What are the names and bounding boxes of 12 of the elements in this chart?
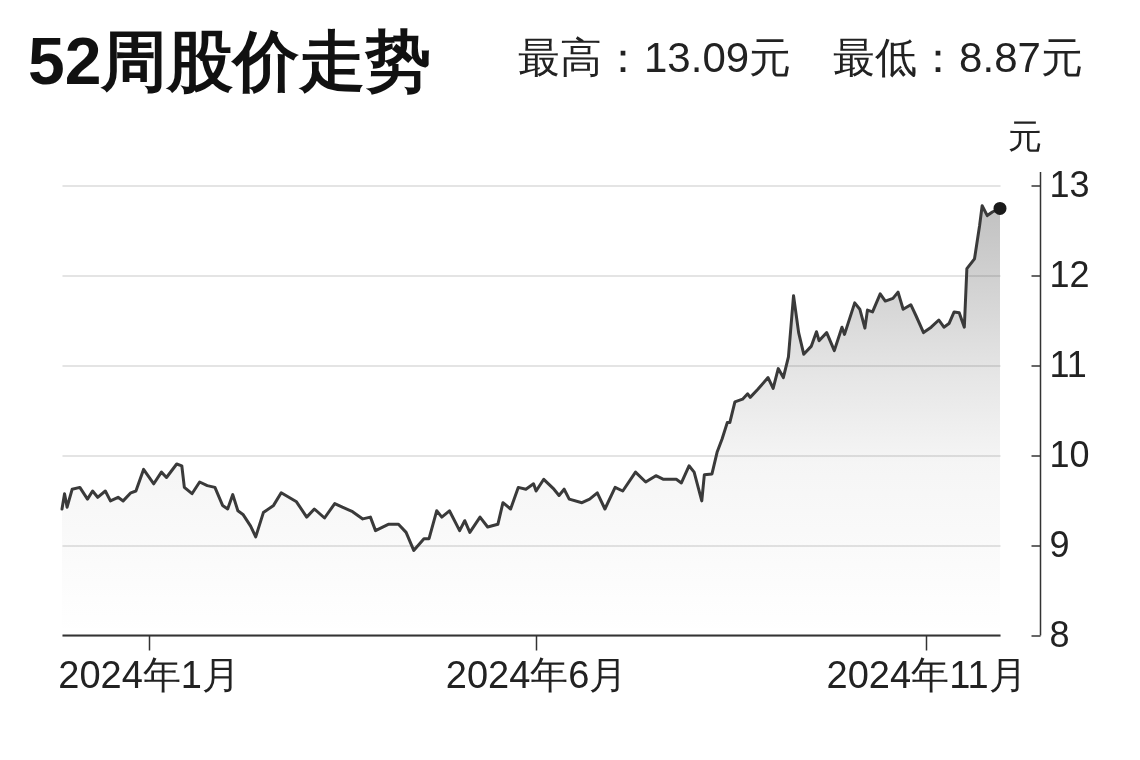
y-tick-label: 13 — [1049, 163, 1090, 205]
chart-subtitle: 最高：13.09元 最低：8.87元 — [518, 33, 1083, 81]
x-tick-label: 2024年1月 — [58, 653, 240, 696]
y-tick-label: 12 — [1049, 253, 1090, 295]
y-tick-label: 9 — [1049, 523, 1070, 565]
y-tick-label: 11 — [1049, 343, 1087, 385]
x-tick-label: 2024年6月 — [445, 653, 628, 696]
y-tick-label: 10 — [1049, 433, 1090, 475]
y-tick-label: 8 — [1049, 613, 1070, 655]
y-axis-title: 元 — [1007, 117, 1042, 155]
chart-title: 52周股价走势 — [28, 23, 432, 98]
x-tick-label: 2024年11月 — [826, 653, 1027, 696]
